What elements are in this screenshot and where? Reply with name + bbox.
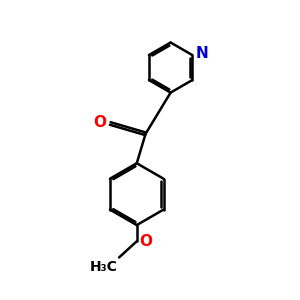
Text: N: N (195, 46, 208, 61)
Text: O: O (140, 234, 153, 249)
Text: O: O (94, 115, 107, 130)
Text: H₃C: H₃C (90, 260, 118, 274)
